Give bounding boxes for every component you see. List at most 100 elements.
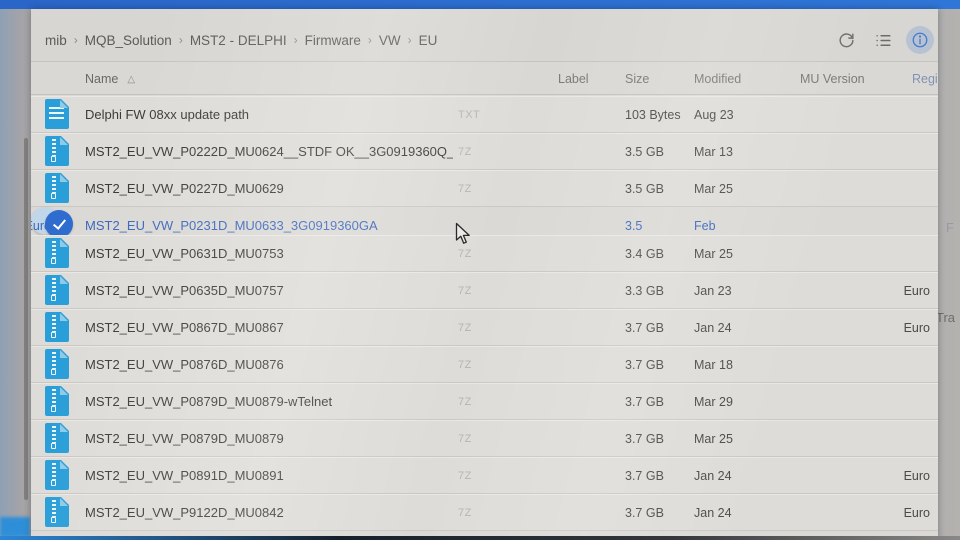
file-row[interactable]: Delphi FW 08xx update path TXT 103 Bytes… — [31, 96, 938, 133]
info-icon[interactable] — [906, 26, 934, 54]
file-type-label: 7Z — [458, 322, 472, 334]
breadcrumb-separator-icon: › — [73, 33, 78, 47]
toolbar-icons — [832, 26, 934, 54]
file-row[interactable]: MST2_EU_VW_P0891D_MU0891 7Z 3.7 GB Jan 2… — [31, 457, 938, 494]
column-header-label[interactable]: Label — [558, 72, 589, 86]
file-row[interactable]: MST2_EU_VW_P0876D_MU0876 7Z 3.7 GB Mar 1… — [31, 346, 938, 383]
file-name: Delphi FW 08xx update path — [85, 107, 250, 122]
archive-file-icon — [45, 459, 70, 490]
breadcrumb-separator-icon: › — [293, 33, 298, 47]
archive-file-icon — [45, 348, 70, 379]
file-type-label: 7Z — [458, 470, 472, 482]
file-list: Delphi FW 08xx update path TXT 103 Bytes… — [31, 96, 938, 540]
column-header-mu-version[interactable]: MU Version — [800, 72, 865, 86]
file-modified-date: Mar 18 — [694, 358, 733, 372]
breadcrumb-separator-icon: › — [367, 33, 372, 47]
breadcrumb-item[interactable]: EU — [419, 33, 445, 48]
file-type-label: 7Z — [458, 285, 472, 297]
breadcrumb-item[interactable]: Firmware › — [305, 33, 372, 48]
file-modified-date: Jan 24 — [694, 469, 732, 483]
file-size: 3.7 GB — [625, 506, 664, 520]
breadcrumb-label: VW — [378, 32, 401, 48]
file-modified-date: Mar 29 — [694, 395, 733, 409]
desktop-blue-patch — [0, 517, 30, 537]
file-type-label: 7Z — [458, 146, 472, 158]
table-header: Name △ Label Size Modified MU Version Re… — [31, 61, 938, 95]
file-name: MST2_EU_VW_P9122D_MU0842 — [85, 505, 284, 520]
list-view-icon[interactable] — [869, 26, 897, 54]
file-size: 3.7 GB — [625, 358, 664, 372]
breadcrumb-item[interactable]: VW › — [379, 33, 412, 48]
column-header-modified[interactable]: Modified — [694, 72, 742, 86]
file-size: 3.4 GB — [625, 247, 664, 261]
desktop-top-strip — [0, 0, 960, 9]
archive-file-icon — [45, 496, 70, 527]
file-type-label: TXT — [458, 109, 481, 121]
file-size: 3.7 GB — [625, 321, 664, 335]
file-modified-date: Mar 25 — [694, 182, 733, 196]
file-name: MST2_EU_VW_P0227D_MU0629 — [85, 181, 284, 196]
breadcrumb-item[interactable]: mib › — [45, 33, 78, 48]
file-name: MST2_EU_VW_P0231D_MU0633_3G0919360GA — [85, 218, 378, 233]
file-type-label: 7Z — [458, 507, 472, 519]
file-row[interactable]: MST2_EU_VW_P0222D_MU0624__STDF OK__3G091… — [31, 133, 938, 170]
selected-check-icon[interactable] — [45, 210, 73, 238]
file-modified-date: Aug 23 — [694, 108, 734, 122]
file-type-label: 7Z — [458, 396, 472, 408]
file-name: MST2_EU_VW_P0891D_MU0891 — [85, 468, 284, 483]
file-row[interactable]: MST2_EU_VW_P0879D_MU0879-wTelnet 7Z 3.7 … — [31, 383, 938, 420]
breadcrumb-item[interactable]: MQB_Solution › — [85, 33, 183, 48]
file-modified-date: Jan 23 — [694, 284, 732, 298]
file-type-label: 7Z — [458, 248, 472, 260]
file-region-label: Euro — [903, 284, 930, 298]
file-row[interactable]: MST2_EU_VW_P0879D_MU0879 7Z 3.7 GB Mar 2… — [31, 420, 938, 457]
breadcrumb-label: MQB_Solution — [84, 32, 172, 48]
archive-file-icon — [45, 172, 70, 203]
file-row[interactable]: MST2_EU_VW_P0231D_MU0633_3G0919360GA 3.5… — [31, 207, 716, 247]
breadcrumb-label: mib — [45, 32, 67, 48]
archive-file-icon — [45, 311, 70, 342]
breadcrumb-label: Firmware — [304, 32, 361, 48]
file-row[interactable]: MST2_EU_VW_P0635D_MU0757 7Z 3.3 GB Jan 2… — [31, 272, 938, 309]
breadcrumb-label: MST2 - DELPHI — [189, 32, 287, 48]
file-type-label: 7Z — [458, 183, 472, 195]
file-modified-date: Mar 13 — [694, 145, 733, 159]
file-row[interactable]: MST2_EU_VW_P0631D_MU0753 7Z 3.4 GB Mar 2… — [31, 235, 938, 272]
column-header-name[interactable]: Name △ — [85, 72, 136, 86]
column-header-region[interactable]: Regi — [912, 72, 938, 86]
file-name: MST2_EU_VW_P0631D_MU0753 — [85, 246, 284, 261]
file-type-label: 7Z — [458, 359, 472, 371]
file-name: MST2_EU_VW_P0879D_MU0879 — [85, 431, 284, 446]
archive-file-icon — [45, 422, 70, 453]
file-row[interactable]: MST2_EU_VW_P0867D_MU0867 7Z 3.7 GB Jan 2… — [31, 309, 938, 346]
file-size: 3.3 GB — [625, 284, 664, 298]
file-size: 3.7 GB — [625, 432, 664, 446]
bg-partial-text: Tra — [936, 310, 956, 325]
file-name: MST2_EU_VW_P0635D_MU0757 — [85, 283, 284, 298]
file-size: 3.5 GB — [625, 182, 664, 196]
text-file-icon — [45, 98, 70, 129]
sort-asc-icon[interactable]: △ — [127, 73, 136, 85]
refresh-icon[interactable] — [832, 26, 860, 54]
breadcrumb-label: EU — [418, 32, 438, 48]
breadcrumb-separator-icon: › — [407, 33, 412, 47]
archive-file-icon — [45, 385, 70, 416]
file-region-label: Euro — [903, 506, 930, 520]
file-modified-date: Mar 25 — [694, 247, 733, 261]
file-type-label: 7Z — [458, 433, 472, 445]
breadcrumb-item[interactable]: MST2 - DELPHI › — [190, 33, 298, 48]
file-row[interactable]: MST2_EU_VW_P0227D_MU0629 7Z 3.5 GB Mar 2… — [31, 170, 938, 207]
column-header-size[interactable]: Size — [625, 72, 650, 86]
background-scrollbar — [24, 138, 28, 500]
file-name: MST2_EU_VW_P0222D_MU0624__STDF OK__3G091… — [85, 144, 453, 159]
file-name: MST2_EU_VW_P0867D_MU0867 — [85, 320, 284, 335]
file-name: MST2_EU_VW_P0879D_MU0879-wTelnet — [85, 394, 333, 409]
file-modified-date: Jan 24 — [694, 321, 732, 335]
file-size: 103 Bytes — [625, 108, 681, 122]
file-size: 3.5 GB — [625, 145, 664, 159]
breadcrumb: mib › MQB_Solution › MST2 - DELPHI › Fir… — [45, 33, 444, 48]
file-row[interactable]: MST2_EU_VW_P9122D_MU0842 7Z 3.7 GB Jan 2… — [31, 494, 938, 531]
toolbar: mib › MQB_Solution › MST2 - DELPHI › Fir… — [31, 9, 938, 61]
file-manager-window: mib › MQB_Solution › MST2 - DELPHI › Fir… — [31, 9, 938, 540]
file-modified-date: Jan 24 — [694, 506, 732, 520]
